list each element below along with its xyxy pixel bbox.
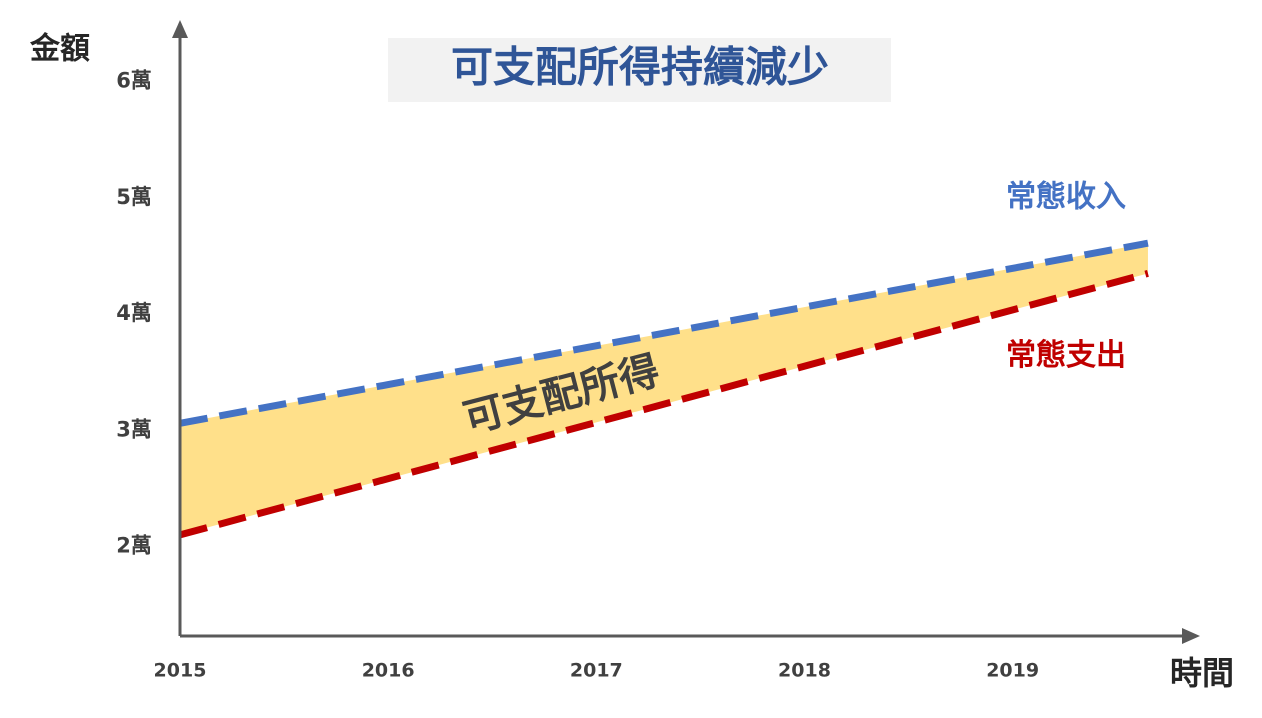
x-tick-label: 2016 bbox=[362, 660, 415, 682]
x-tick-label: 2018 bbox=[778, 660, 831, 682]
series-label: 常態收入 bbox=[1006, 180, 1126, 215]
series-line bbox=[179, 269, 1149, 539]
x-tick-label: 2017 bbox=[570, 660, 623, 682]
y-tick-label: 4萬 bbox=[116, 301, 152, 325]
y-tick-label: 5萬 bbox=[116, 185, 152, 209]
y-axis-label: 金額 bbox=[29, 32, 90, 67]
y-tick-label: 6萬 bbox=[116, 69, 152, 93]
x-axis-arrow bbox=[1182, 628, 1200, 644]
x-tick-label: 2015 bbox=[154, 660, 207, 682]
y-axis-arrow bbox=[172, 20, 188, 38]
series-label: 常態支出 bbox=[1006, 338, 1126, 373]
chart-title: 可支配所得持續減少 bbox=[451, 43, 829, 92]
x-axis-label: 時間 bbox=[1170, 654, 1234, 692]
series-line bbox=[179, 239, 1149, 427]
y-tick-label: 3萬 bbox=[116, 417, 152, 441]
y-tick-label: 2萬 bbox=[116, 534, 152, 558]
plot-area bbox=[179, 239, 1149, 539]
title-box bbox=[388, 38, 891, 102]
band-area bbox=[180, 243, 1148, 535]
x-tick-label: 2019 bbox=[986, 660, 1039, 682]
